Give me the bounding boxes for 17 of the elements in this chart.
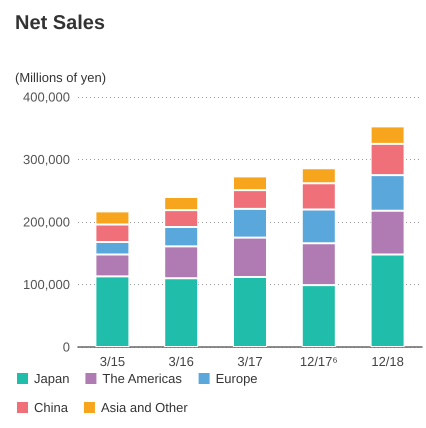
x-tick-label: 12/17⁶ (300, 354, 338, 369)
x-tick-label: 12/18 (371, 354, 404, 369)
legend-label: Japan (34, 371, 70, 386)
y-tick-label: 0 (62, 340, 70, 354)
x-tick-label: 3/15 (100, 354, 126, 369)
legend-label: The Americas (102, 371, 182, 386)
chart-subtitle: (Millions of yen) (15, 70, 106, 85)
y-tick-label: 400,000 (23, 90, 70, 104)
chart-title: Net Sales (15, 12, 106, 34)
legend-label: China (34, 400, 69, 415)
y-tick-label: 200,000 (23, 214, 70, 230)
x-tick-label: 3/17 (237, 354, 263, 369)
y-tick-label: 100,000 (23, 277, 70, 292)
legend-label: Europe (216, 371, 258, 386)
x-tick-label: 3/16 (168, 354, 194, 369)
legend-label: Asia and Other (100, 400, 188, 415)
y-tick-label: 300,000 (23, 152, 70, 167)
